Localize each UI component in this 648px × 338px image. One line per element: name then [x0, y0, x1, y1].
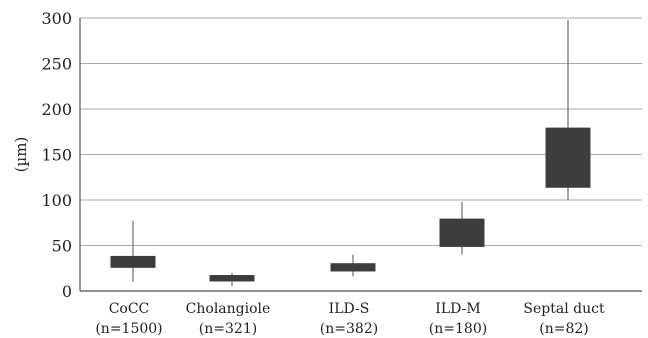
- category-label-ild-s: ILD-S: [329, 301, 370, 317]
- y-tick-label-100: 100: [41, 191, 72, 210]
- y-tick-label-250: 250: [41, 55, 72, 74]
- category-label-cholangiole: Cholangiole: [186, 301, 271, 317]
- y-tick-label-150: 150: [41, 146, 72, 165]
- category-count-ild-m: (n=180): [429, 321, 487, 337]
- box-group-cholangiole: [209, 272, 255, 287]
- box-series: [110, 19, 591, 287]
- category-count-cocc: (n=1500): [95, 321, 162, 337]
- category-count-cholangiole: (n=321): [199, 321, 257, 337]
- box-ild-s: [330, 263, 376, 272]
- y-tick-label-0: 0: [62, 282, 72, 301]
- category-count-ild-s: (n=382): [320, 321, 378, 337]
- y-tick-label-50: 50: [52, 237, 72, 256]
- box-group-ild-s: [330, 254, 376, 277]
- box-cocc: [110, 255, 156, 268]
- axes: [79, 18, 642, 292]
- box-group-cocc: [110, 220, 156, 282]
- category-count-septal-duct: (n=82): [539, 321, 589, 337]
- grid-lines: [80, 17, 642, 246]
- box-septal-duct: [545, 127, 591, 188]
- category-label-ild-m: ILD-M: [435, 301, 480, 317]
- x-category-labels: CoCC (n=1500) Cholangiole (n=321) ILD-S (n=38…: [95, 301, 605, 337]
- box-group-septal-duct: [545, 19, 591, 200]
- y-tick-label-200: 200: [41, 100, 72, 119]
- box-ild-m: [439, 218, 485, 247]
- box-group-ild-m: [439, 201, 485, 255]
- y-tick-label-300: 300: [41, 9, 72, 28]
- y-axis-label: (µm): [12, 137, 30, 173]
- category-label-cocc: CoCC: [109, 301, 150, 317]
- category-label-septal-duct: Septal duct: [523, 301, 605, 317]
- y-tick-labels: 0 50 100 150 200 250 300: [41, 9, 72, 301]
- box-cholangiole: [209, 275, 255, 282]
